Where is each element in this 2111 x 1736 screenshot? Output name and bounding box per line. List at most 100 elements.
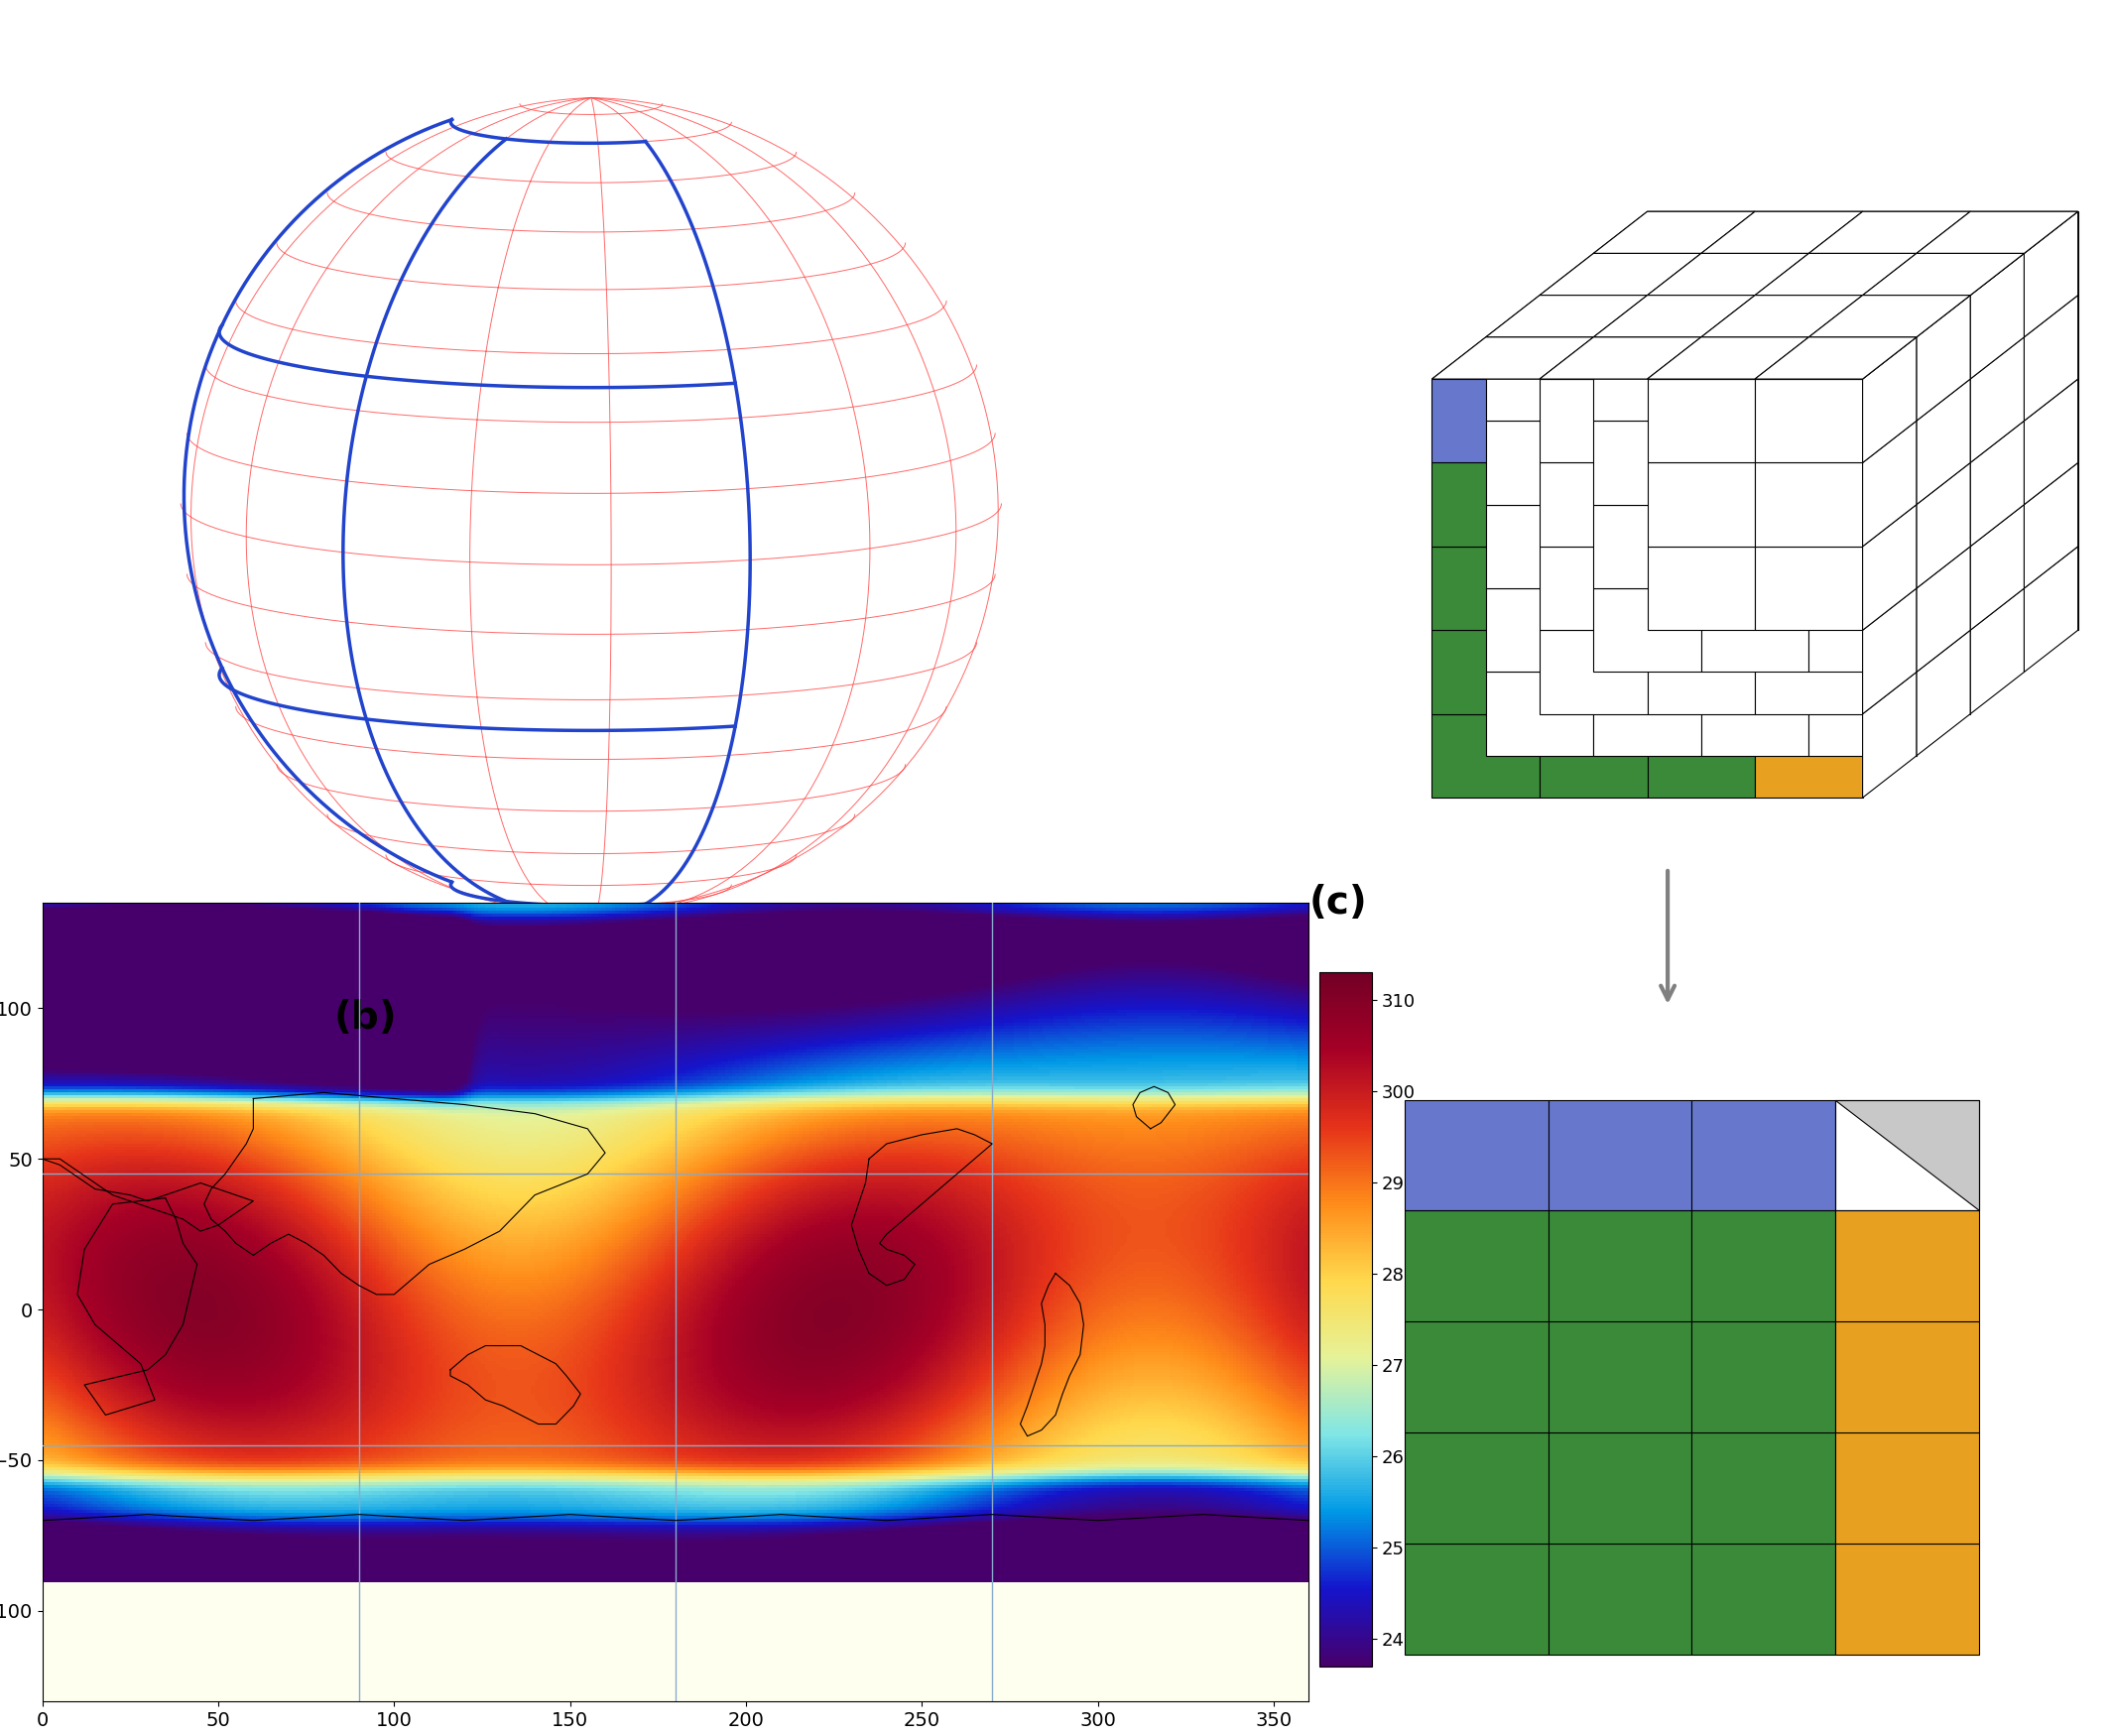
Bar bbox=[1647, 378, 1754, 464]
Bar bbox=[1862, 378, 1970, 464]
Bar bbox=[1647, 378, 1754, 464]
Bar bbox=[1754, 464, 1862, 547]
Bar bbox=[1754, 464, 1862, 547]
Polygon shape bbox=[1539, 253, 1701, 295]
Bar bbox=[1809, 672, 1917, 755]
Bar bbox=[1647, 378, 1754, 464]
Bar bbox=[1862, 464, 1970, 547]
Bar bbox=[1701, 672, 1809, 755]
Polygon shape bbox=[1917, 547, 1970, 672]
Polygon shape bbox=[1862, 589, 1917, 713]
Bar bbox=[1701, 505, 1809, 589]
Bar bbox=[1539, 547, 1647, 630]
Bar bbox=[1754, 547, 1862, 630]
Bar bbox=[1594, 253, 1701, 337]
Bar bbox=[1539, 464, 1647, 547]
Bar bbox=[1809, 589, 1917, 672]
Bar bbox=[1809, 589, 1917, 672]
Polygon shape bbox=[1917, 630, 1970, 755]
Bar bbox=[1754, 547, 1862, 630]
Bar bbox=[1917, 253, 2024, 337]
Bar bbox=[1431, 378, 1539, 464]
Bar bbox=[1834, 1210, 1978, 1321]
Polygon shape bbox=[1917, 378, 1970, 505]
Bar bbox=[1594, 589, 1701, 672]
Text: (c): (c) bbox=[1309, 884, 1368, 922]
Bar bbox=[1754, 713, 1862, 797]
Polygon shape bbox=[1809, 212, 1970, 253]
Polygon shape bbox=[1647, 337, 1809, 378]
Polygon shape bbox=[1431, 337, 1594, 378]
Bar bbox=[1647, 547, 1754, 630]
Polygon shape bbox=[1701, 212, 1862, 253]
Text: (b): (b) bbox=[334, 998, 397, 1036]
Polygon shape bbox=[1834, 1099, 1978, 1210]
Polygon shape bbox=[1862, 672, 1917, 797]
Bar bbox=[1701, 589, 1809, 672]
Bar bbox=[1539, 630, 1647, 713]
Bar bbox=[1970, 378, 2077, 464]
Polygon shape bbox=[1970, 420, 2024, 547]
Bar bbox=[1404, 1321, 1547, 1432]
Bar bbox=[1647, 464, 1754, 547]
Bar bbox=[1862, 547, 1970, 630]
Polygon shape bbox=[1754, 337, 1917, 378]
Bar bbox=[1539, 630, 1647, 713]
Bar bbox=[1754, 547, 1862, 630]
Bar bbox=[1970, 295, 2077, 378]
Polygon shape bbox=[1970, 505, 2024, 630]
Bar bbox=[1701, 420, 1809, 505]
Polygon shape bbox=[1917, 295, 1970, 420]
Bar bbox=[1862, 378, 1970, 464]
Polygon shape bbox=[1701, 295, 1862, 337]
Bar bbox=[1701, 589, 1809, 672]
Bar bbox=[1917, 505, 2024, 589]
Bar bbox=[1862, 295, 1970, 378]
Polygon shape bbox=[1862, 420, 1917, 547]
Bar bbox=[1917, 420, 2024, 505]
Bar bbox=[1691, 1210, 1834, 1321]
Polygon shape bbox=[1862, 505, 1917, 630]
Bar bbox=[1809, 420, 1917, 505]
Polygon shape bbox=[1970, 253, 2024, 378]
Bar bbox=[1691, 1432, 1834, 1543]
Bar bbox=[1862, 547, 1970, 630]
Bar bbox=[1547, 1543, 1691, 1654]
Bar bbox=[1754, 630, 1862, 713]
Ellipse shape bbox=[182, 94, 1001, 913]
Bar bbox=[1754, 295, 1862, 378]
Bar bbox=[1647, 713, 1754, 797]
Bar bbox=[1539, 547, 1647, 630]
Polygon shape bbox=[2024, 378, 2077, 505]
Bar bbox=[1647, 630, 1754, 713]
Bar bbox=[1547, 1432, 1691, 1543]
Polygon shape bbox=[1486, 295, 1647, 337]
Bar bbox=[1754, 464, 1862, 547]
Bar bbox=[1647, 464, 1754, 547]
Bar bbox=[1754, 630, 1862, 713]
Polygon shape bbox=[1647, 337, 1809, 378]
Bar bbox=[1594, 337, 1701, 420]
Bar bbox=[1691, 1321, 1834, 1432]
Bar bbox=[1809, 420, 1917, 505]
Bar bbox=[1404, 1432, 1547, 1543]
Bar bbox=[1547, 1321, 1691, 1432]
Polygon shape bbox=[1539, 337, 1701, 378]
Polygon shape bbox=[1754, 253, 1917, 295]
Bar bbox=[1594, 505, 1701, 589]
Bar bbox=[1431, 713, 1539, 797]
Bar bbox=[1594, 672, 1701, 755]
Bar bbox=[1701, 337, 1809, 420]
Polygon shape bbox=[1862, 337, 1917, 464]
Bar bbox=[1834, 1432, 1978, 1543]
Bar bbox=[1754, 378, 1862, 464]
Bar bbox=[1486, 420, 1594, 505]
Bar bbox=[1701, 337, 1809, 420]
Bar bbox=[1701, 505, 1809, 589]
Y-axis label: T₂ (K): T₂ (K) bbox=[1423, 1288, 1442, 1351]
Bar bbox=[1539, 464, 1647, 547]
Bar bbox=[1834, 1321, 1978, 1432]
Bar bbox=[1539, 378, 1647, 464]
Bar bbox=[1691, 1543, 1834, 1654]
Bar bbox=[1647, 212, 1754, 295]
